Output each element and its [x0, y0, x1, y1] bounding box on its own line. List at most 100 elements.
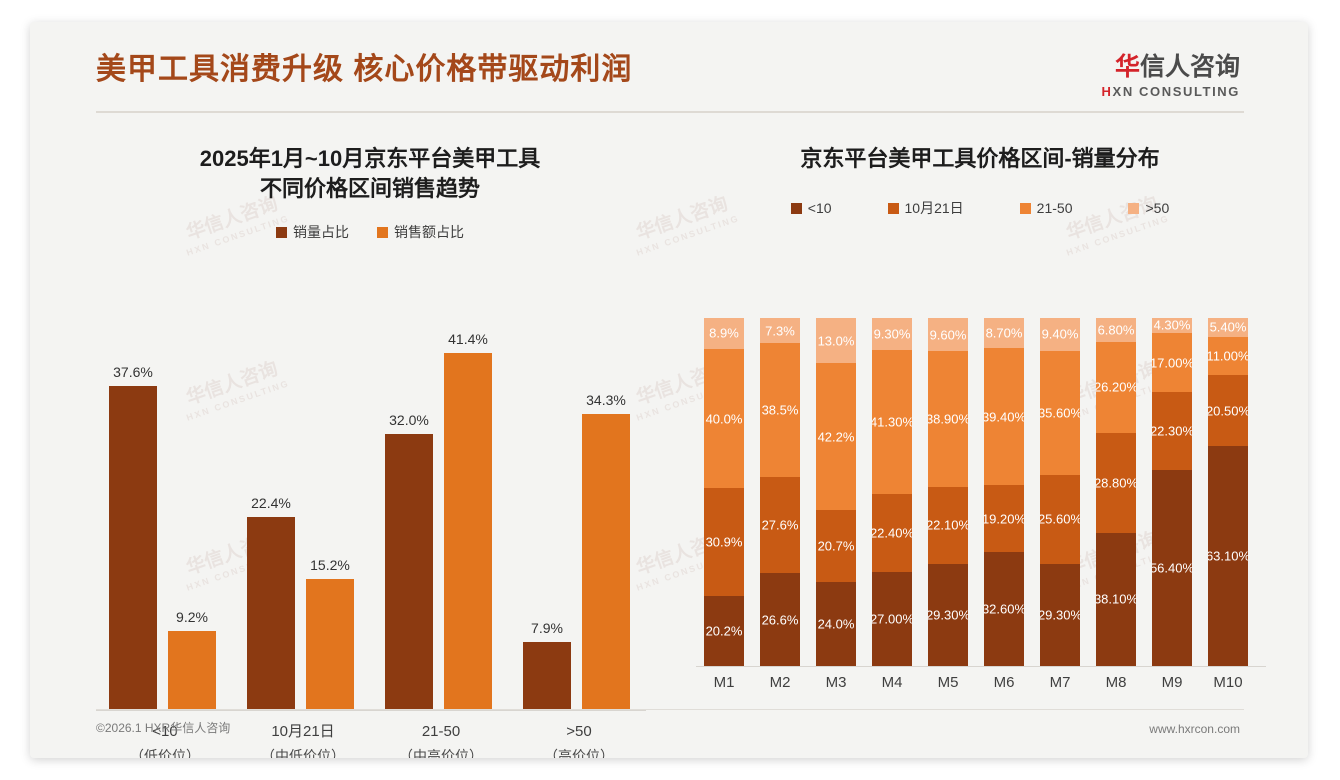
stacked-bar-column[interactable]: 8.9% 40.0% 30.9% 20.2%	[704, 318, 744, 666]
x-tick: 10月21日 （中低价位）	[234, 720, 372, 758]
stack-segment-label: 38.90%	[928, 411, 968, 427]
stack-segment: 26.20%	[1096, 341, 1136, 433]
logo-en-red: H	[1101, 84, 1113, 99]
stack-segment-label: 28.80%	[1096, 475, 1136, 491]
stack-segment: 9.60%	[928, 318, 968, 352]
stack-segment-label: 9.30%	[873, 326, 911, 342]
stack-segment: 20.2%	[704, 595, 744, 666]
legend-label: 销量占比	[293, 224, 349, 240]
bar-value-label: 22.4%	[251, 495, 291, 511]
legend-item-0[interactable]: 销量占比	[276, 222, 349, 242]
left-chart-title-line1: 2025年1月~10月京东平台美甲工具	[199, 146, 541, 171]
legend-label: 销售额占比	[394, 224, 464, 240]
stack-segment: 38.90%	[928, 351, 968, 487]
stack-segment: 6.80%	[1096, 318, 1136, 342]
x-tick: 21-50 （中高价位）	[372, 720, 510, 758]
stack-segment-label: 39.40%	[984, 409, 1024, 425]
stacked-bar-column[interactable]: 9.40% 35.60% 25.60% 29.30%	[1040, 318, 1080, 666]
stack-segment-label: 38.5%	[761, 402, 799, 418]
x-tick-label: M1	[713, 674, 735, 691]
stack-segment: 41.30%	[872, 350, 912, 495]
stack-segment: 29.30%	[928, 563, 968, 666]
legend-item-0[interactable]: <10	[790, 200, 832, 216]
stack-segment-label: 5.40%	[1209, 319, 1247, 335]
stack-segment-label: 9.60%	[929, 327, 967, 343]
stack-segment: 20.7%	[816, 510, 856, 583]
logo: 华信人咨询 HXN CONSULTING	[1101, 54, 1240, 100]
stack-segment-label: 32.60%	[984, 601, 1024, 617]
legend-swatch-icon	[377, 226, 388, 238]
stacked-bar-column[interactable]: 13.0% 42.2% 20.7% 24.0%	[816, 318, 856, 666]
stack-segment: 9.30%	[872, 318, 912, 351]
stack-segment-label: 40.0%	[705, 411, 743, 427]
stack-segment-label: 7.3%	[765, 323, 795, 339]
stack-segment-label: 30.9%	[705, 534, 743, 550]
stack-segment-label: 42.2%	[817, 429, 855, 445]
stack-segment: 17.00%	[1152, 332, 1192, 393]
stack-segment: 7.3%	[760, 318, 800, 344]
stack-segment: 38.5%	[760, 343, 800, 478]
stacked-bar-column[interactable]: 8.70% 39.40% 19.20% 32.60%	[984, 318, 1024, 666]
stack-segment-label: 22.30%	[1152, 423, 1192, 439]
stacked-bar-plot: 8.9% 40.0% 30.9% 20.2% 7.3% 38.5% 27.6% 26.6% 13…	[696, 318, 1266, 666]
bar-group: 7.9% 34.3%	[510, 322, 648, 710]
x-tick-label: M6	[993, 674, 1015, 691]
stack-segment-label: 29.30%	[928, 607, 968, 623]
x-tick-label: >50	[566, 723, 592, 740]
x-tick: <10 （低价位）	[96, 720, 234, 758]
x-tick-label: 21-50	[421, 723, 461, 740]
bar-fill	[247, 517, 295, 710]
stack-segment-label: 24.0%	[817, 616, 855, 632]
stack-segment: 29.30%	[1040, 563, 1080, 666]
stack-segment: 8.70%	[984, 318, 1024, 349]
stacked-bar-column[interactable]: 5.40% 11.00% 20.50% 63.10%	[1208, 318, 1248, 666]
x-tick-label: M5	[937, 674, 959, 691]
stack-segment: 22.10%	[928, 486, 968, 564]
stacked-bar-column[interactable]: 4.30% 17.00% 22.30% 56.40%	[1152, 318, 1192, 666]
stack-segment: 5.40%	[1208, 318, 1248, 337]
stack-segment-label: 9.40%	[1041, 326, 1079, 342]
stack-segment: 56.40%	[1152, 469, 1192, 666]
stack-segment: 32.60%	[984, 552, 1024, 666]
x-axis-line	[96, 710, 646, 711]
stack-segment-label: 41.30%	[872, 414, 912, 430]
bar-value-label: 15.2%	[310, 557, 350, 573]
bar-value-label: 34.3%	[586, 392, 626, 408]
stacked-bar-column[interactable]: 9.30% 41.30% 22.40% 27.00%	[872, 318, 912, 666]
stack-segment-label: 29.30%	[1040, 607, 1080, 623]
stack-segment-label: 22.10%	[928, 517, 968, 533]
stack-segment-label: 22.40%	[872, 525, 912, 541]
legend-item-2[interactable]: 21-50	[1019, 200, 1072, 216]
stacked-bar-column[interactable]: 9.60% 38.90% 22.10% 29.30%	[928, 318, 968, 666]
logo-chinese: 华信人咨询	[1102, 54, 1240, 81]
stacked-bar-column[interactable]: 6.80% 26.20% 28.80% 38.10%	[1096, 318, 1136, 666]
header-divider	[96, 111, 1244, 113]
bar-fill	[109, 386, 157, 710]
bar-value-label: 37.6%	[113, 364, 153, 380]
left-chart-title: 2025年1月~10月京东平台美甲工具 不同价格区间销售趋势	[70, 144, 670, 204]
stack-segment: 8.9%	[704, 318, 744, 349]
slide: 华信人咨询 HXN CONSULTING 华信人咨询 HXN CONSULTIN…	[30, 22, 1308, 758]
stack-segment: 30.9%	[704, 488, 744, 596]
footer-divider	[96, 709, 1244, 710]
legend-swatch-icon	[790, 202, 802, 214]
stack-segment-label: 25.60%	[1040, 511, 1080, 527]
stack-segment: 27.00%	[872, 572, 912, 666]
legend-item-3[interactable]: >50	[1128, 200, 1169, 216]
left-chart-title-line2: 不同价格区间销售趋势	[259, 176, 480, 201]
stack-segment: 26.6%	[760, 573, 800, 666]
header: 美甲工具消费升级 核心价格带驱动利润 华信人咨询 HXN CONSULTING	[30, 22, 1308, 114]
stack-segment: 20.50%	[1208, 375, 1248, 447]
stack-segment: 40.0%	[704, 348, 744, 489]
x-tick-label: M4	[881, 674, 903, 691]
x-tick: >50 （高价位）	[510, 720, 648, 758]
legend-item-1[interactable]: 10月21日	[887, 198, 964, 218]
bar-group: 37.6% 9.2%	[96, 322, 234, 710]
left-chart-legend: 销量占比 销售额占比	[70, 222, 670, 242]
logo-cn-red: 华	[1114, 53, 1140, 81]
legend-swatch-icon	[1128, 202, 1140, 214]
legend-item-1[interactable]: 销售额占比	[377, 222, 464, 242]
stacked-bar-column[interactable]: 7.3% 38.5% 27.6% 26.6%	[760, 318, 800, 666]
bar-value-label: 41.4%	[448, 331, 488, 347]
right-chart-panel: 京东平台美甲工具价格区间-销量分布 <10 10月21日 21-50 >50 8.9%…	[670, 122, 1290, 712]
